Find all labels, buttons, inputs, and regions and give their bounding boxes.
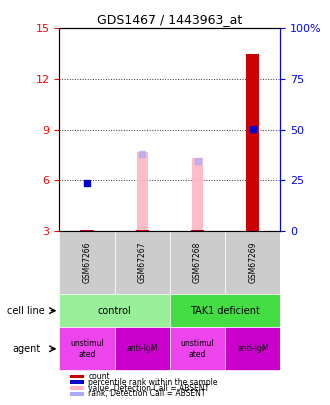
Text: count: count bbox=[88, 372, 110, 381]
Text: anti-IgM: anti-IgM bbox=[237, 344, 269, 353]
Text: agent: agent bbox=[12, 344, 40, 354]
FancyBboxPatch shape bbox=[59, 294, 170, 327]
FancyBboxPatch shape bbox=[59, 327, 115, 370]
Text: TAK1 deficient: TAK1 deficient bbox=[190, 306, 260, 315]
Text: percentile rank within the sample: percentile rank within the sample bbox=[88, 378, 218, 387]
Text: control: control bbox=[98, 306, 132, 315]
Bar bbox=[192, 158, 203, 231]
FancyBboxPatch shape bbox=[115, 231, 170, 294]
Bar bbox=[137, 151, 148, 231]
FancyBboxPatch shape bbox=[225, 327, 280, 370]
FancyBboxPatch shape bbox=[59, 231, 115, 294]
Text: GSM67269: GSM67269 bbox=[248, 242, 257, 284]
Bar bbox=[71, 380, 84, 384]
Text: unstimul
ated: unstimul ated bbox=[70, 339, 104, 358]
Text: rank, Detection Call = ABSENT: rank, Detection Call = ABSENT bbox=[88, 390, 206, 399]
Text: unstimul
ated: unstimul ated bbox=[181, 339, 214, 358]
Bar bbox=[136, 230, 149, 231]
Bar bbox=[71, 375, 84, 378]
Text: GSM67267: GSM67267 bbox=[138, 242, 147, 284]
FancyBboxPatch shape bbox=[115, 327, 170, 370]
Bar bbox=[71, 392, 84, 396]
Bar bbox=[81, 230, 94, 231]
FancyBboxPatch shape bbox=[225, 231, 280, 294]
Title: GDS1467 / 1443963_at: GDS1467 / 1443963_at bbox=[97, 13, 243, 26]
FancyBboxPatch shape bbox=[170, 327, 225, 370]
FancyBboxPatch shape bbox=[170, 294, 280, 327]
Bar bbox=[71, 386, 84, 390]
Text: cell line: cell line bbox=[7, 306, 45, 315]
Bar bbox=[191, 230, 204, 231]
Text: anti-IgM: anti-IgM bbox=[127, 344, 158, 353]
Text: GSM67266: GSM67266 bbox=[82, 242, 91, 284]
Bar bbox=[246, 54, 259, 231]
FancyBboxPatch shape bbox=[170, 231, 225, 294]
Text: GSM67268: GSM67268 bbox=[193, 242, 202, 283]
Text: value, Detection Call = ABSENT: value, Detection Call = ABSENT bbox=[88, 384, 209, 392]
